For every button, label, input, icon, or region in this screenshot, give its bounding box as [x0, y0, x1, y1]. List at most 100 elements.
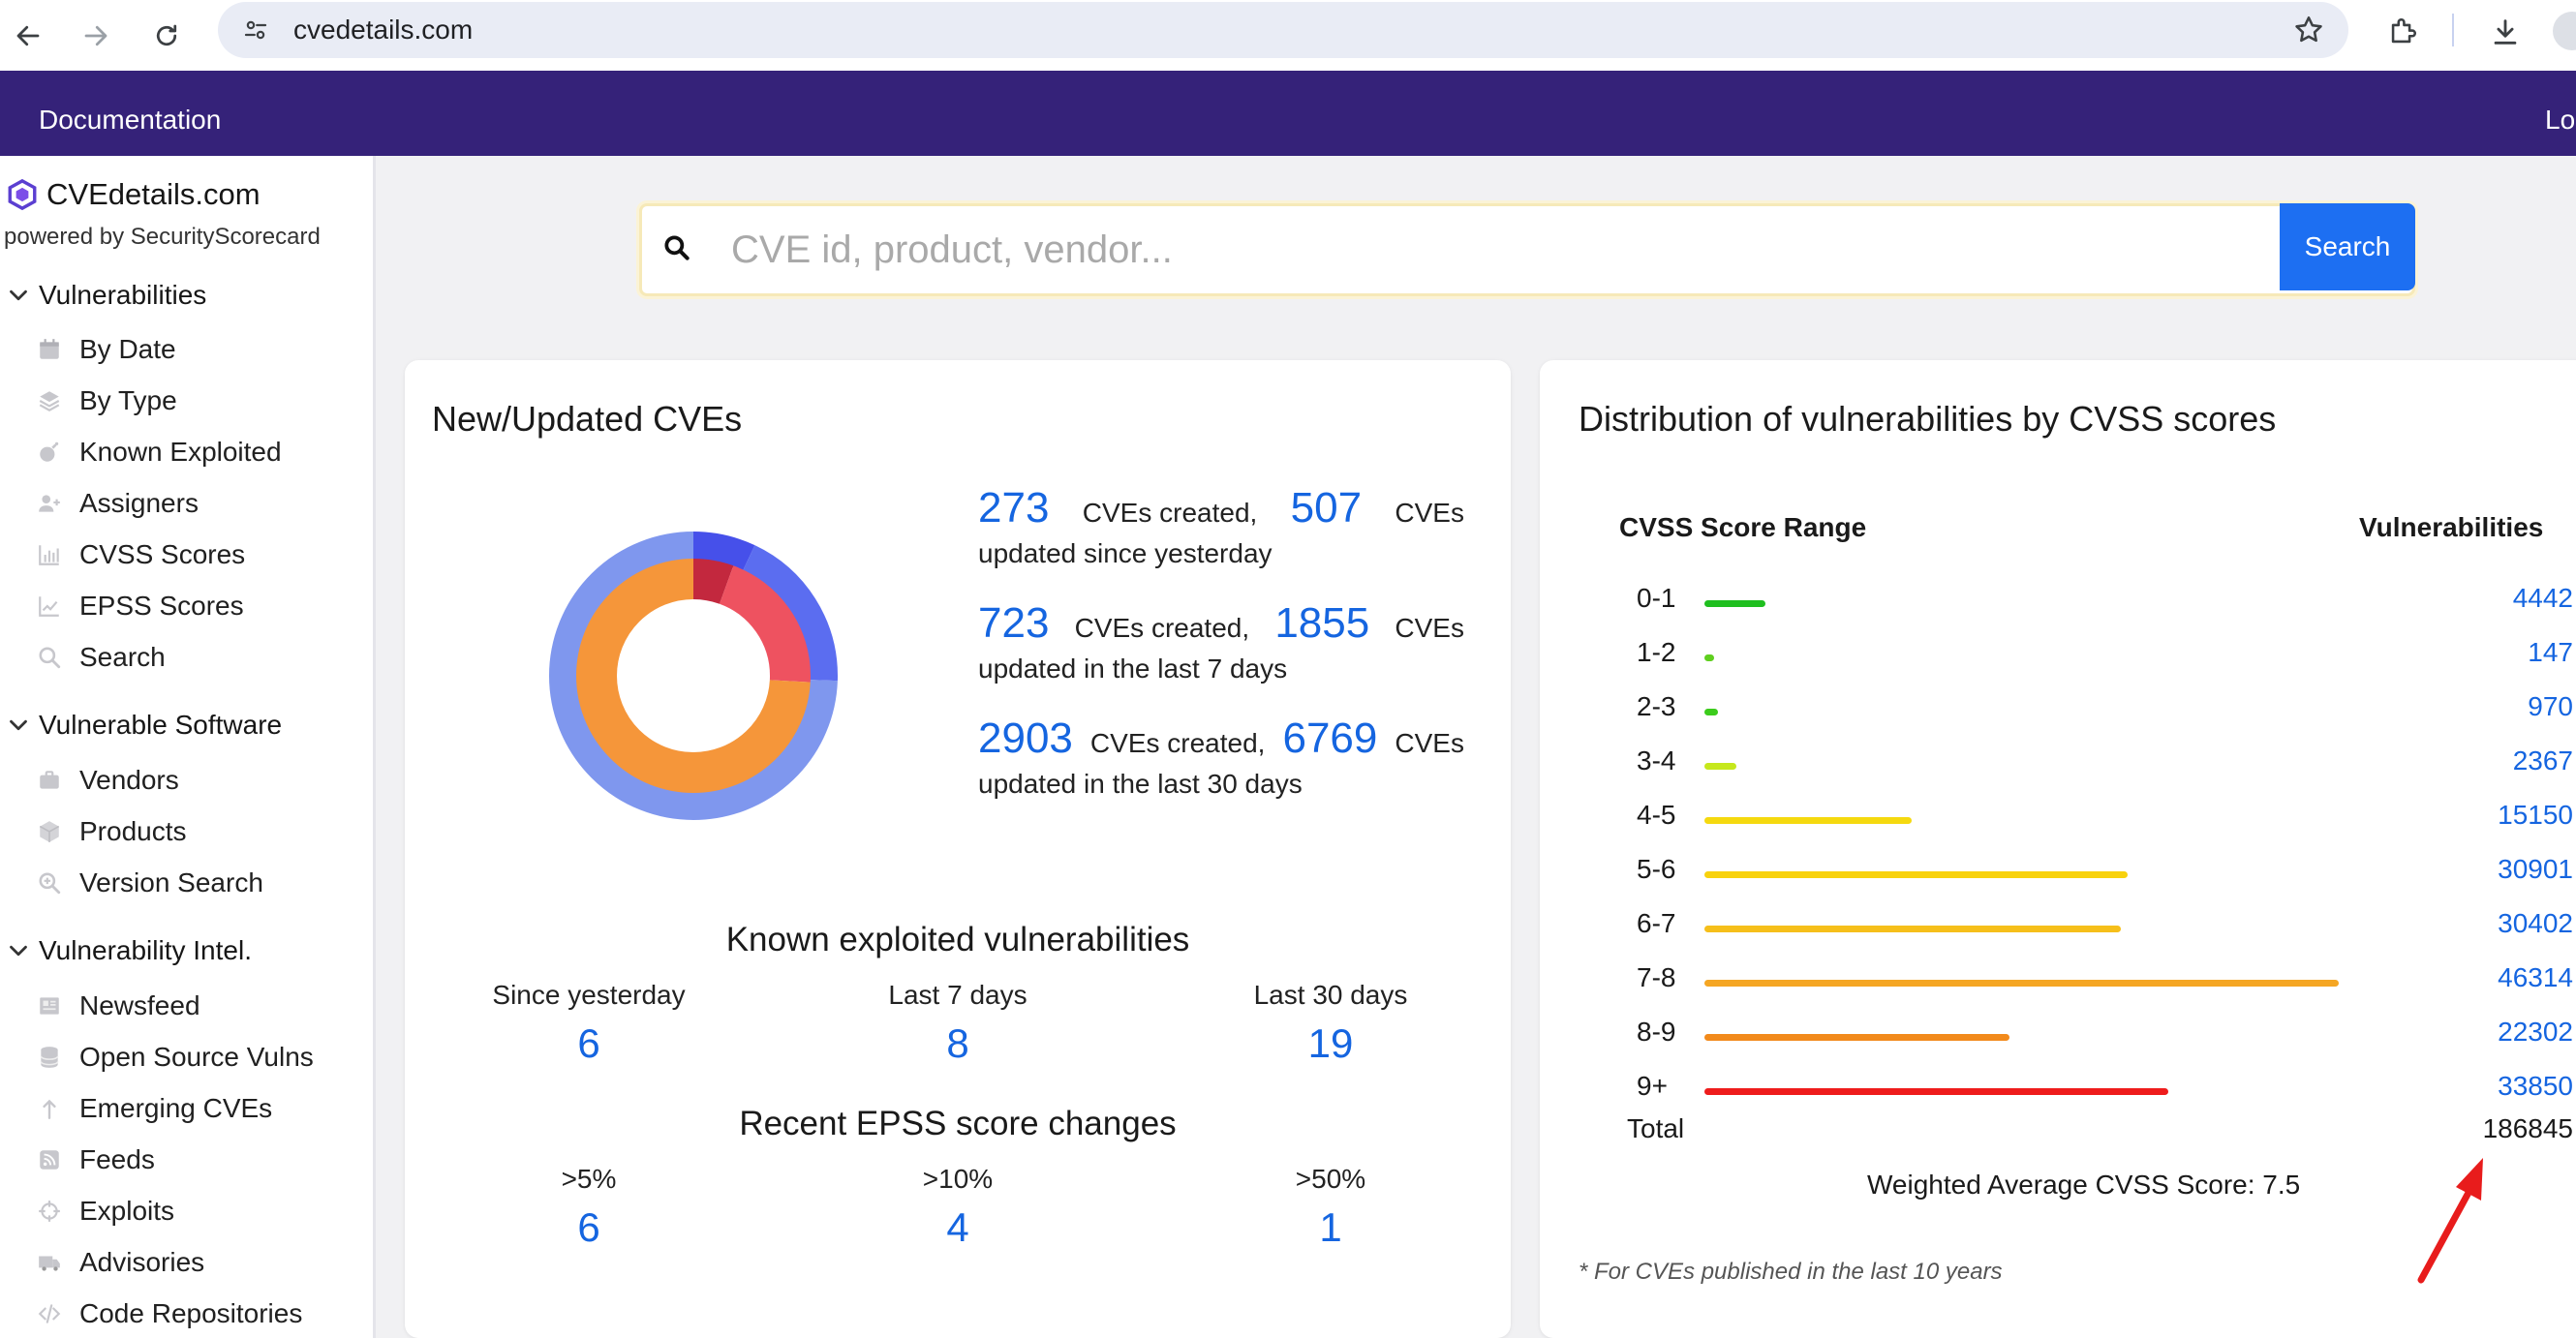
sidebar-item-label: CVSS Scores — [79, 539, 246, 569]
sidebar-item-epss-scores[interactable]: EPSS Scores — [35, 591, 244, 622]
documentation-link[interactable]: Documentation — [39, 105, 222, 135]
sidebar-item-known-exploited[interactable]: Known Exploited — [35, 437, 282, 468]
card-title: New/Updated CVEs — [432, 399, 743, 439]
donut-inner-segment-2[interactable] — [576, 559, 811, 793]
cvss-count-link[interactable]: 970 — [2528, 691, 2573, 721]
cvss-count-link[interactable]: 22302 — [2498, 1017, 2573, 1047]
sidebar-item-feeds[interactable]: Feeds — [35, 1144, 155, 1175]
col-value[interactable]: 6 — [577, 1020, 600, 1066]
reload-button[interactable] — [138, 8, 195, 64]
sidebar-item-label: Search — [79, 642, 166, 672]
sidebar-item-exploits[interactable]: Exploits — [35, 1196, 174, 1227]
newspaper-icon — [40, 997, 59, 1015]
col-header-range: CVSS Score Range — [1619, 512, 1867, 542]
sidebar-item-advisories[interactable]: Advisories — [35, 1247, 204, 1278]
sidebar-item-cvss-scores[interactable]: CVSS Scores — [35, 539, 245, 570]
updated-count[interactable]: 507 — [1290, 484, 1363, 532]
sidebar-item-newsfeed[interactable]: Newsfeed — [35, 990, 200, 1021]
card-title: Distribution of vulnerabilities by CVSS … — [1579, 399, 2277, 439]
donut-outer-segment-1[interactable] — [549, 532, 838, 820]
donut-inner-segment-1[interactable] — [576, 559, 811, 793]
sidebar-item-open-source-vulns[interactable]: Open Source Vulns — [35, 1042, 314, 1073]
search-input[interactable] — [729, 214, 1924, 286]
created-label: CVEs created, — [1082, 498, 1258, 528]
cvss-count-link[interactable]: 2367 — [2512, 745, 2573, 775]
forward-button[interactable] — [68, 8, 124, 64]
col-value[interactable]: 6 — [577, 1204, 600, 1250]
col-header-vulnerabilities: Vulnerabilities — [2359, 512, 2544, 542]
section-vulnerabilities[interactable]: Vulnerabilities — [0, 280, 206, 311]
extensions-button[interactable] — [2378, 8, 2427, 56]
back-button[interactable] — [0, 8, 56, 64]
bar-chart-icon — [39, 545, 59, 565]
search-plus-icon — [39, 872, 61, 895]
url-text[interactable]: cvedetails.com — [293, 15, 474, 45]
cvss-range-label: 4-5 — [1637, 800, 1676, 830]
sidebar-item-label: Exploits — [79, 1196, 175, 1226]
col-label: >10% — [922, 1164, 994, 1194]
cvss-row-1-2: 1-2 147 — [1540, 629, 2576, 684]
login-link[interactable]: Lo — [2545, 105, 2576, 135]
cves-label: CVEs — [1395, 613, 1464, 643]
sidebar-item-vendors[interactable]: Vendors — [35, 765, 179, 796]
period-label: updated since yesterday — [978, 538, 1273, 568]
layers-icon — [39, 391, 60, 411]
sidebar-item-label: EPSS Scores — [79, 591, 244, 621]
cvss-range-label: 2-3 — [1637, 691, 1676, 721]
cvss-count-link[interactable]: 30901 — [2498, 854, 2573, 884]
sidebar-item-search[interactable]: Search — [35, 642, 166, 673]
cvss-count-link[interactable]: 30402 — [2498, 908, 2573, 938]
section-label: Vulnerability Intel. — [39, 935, 252, 965]
cvss-row-7-8: 7-8 46314 — [1540, 955, 2576, 1009]
updated-count[interactable]: 6769 — [1282, 715, 1378, 762]
download-icon — [2494, 19, 2517, 45]
sidebar-item-label: By Date — [79, 334, 176, 364]
sidebar-item-version-search[interactable]: Version Search — [35, 867, 263, 898]
cvss-row-3-4: 3-4 2367 — [1540, 738, 2576, 792]
sidebar-item-products[interactable]: Products — [35, 816, 187, 847]
cvss-range-label: 7-8 — [1637, 962, 1676, 992]
sidebar-item-assigners[interactable]: Assigners — [35, 488, 199, 519]
col-value[interactable]: 1 — [1319, 1204, 1342, 1250]
sidebar-item-code-repositories[interactable]: Code Repositories — [35, 1298, 302, 1329]
cvss-count-link[interactable]: 147 — [2528, 637, 2573, 667]
period-label: updated in the last 30 days — [978, 769, 1303, 799]
new-updated-cves-card: New/Updated CVEs 273 CVEs created, 507 C… — [405, 360, 1511, 1338]
site-info-icon[interactable] — [237, 12, 274, 48]
created-count[interactable]: 2903 — [978, 715, 1073, 762]
cvss-count-link[interactable]: 4442 — [2512, 583, 2573, 613]
search-button[interactable]: Search — [2280, 203, 2415, 290]
created-count[interactable]: 273 — [978, 484, 1050, 532]
col-value[interactable]: 19 — [1307, 1020, 1354, 1066]
calendar-icon — [40, 339, 59, 359]
section-vulnerable-software[interactable]: Vulnerable Software — [0, 710, 282, 741]
user-plus-icon — [39, 495, 60, 512]
cvss-bar — [1704, 1034, 2010, 1041]
bookmark-star-icon[interactable] — [2292, 14, 2325, 46]
sidebar: CVEdetails.com powered by SecurityScorec… — [0, 156, 376, 1338]
cvss-count-link[interactable]: 15150 — [2498, 800, 2573, 830]
donut-outer-segment-2[interactable] — [549, 532, 838, 820]
section-vulnerability-intel[interactable]: Vulnerability Intel. — [0, 935, 252, 966]
line-chart-icon — [39, 596, 59, 617]
sidebar-item-emerging-cves[interactable]: Emerging CVEs — [35, 1093, 272, 1124]
sidebar-item-by-type[interactable]: By Type — [35, 385, 177, 416]
col-label: >50% — [1295, 1164, 1366, 1194]
address-bar[interactable]: cvedetails.com — [218, 2, 2348, 58]
cvss-count-link[interactable]: 46314 — [2498, 962, 2573, 992]
brand[interactable]: CVEdetails.com — [6, 177, 261, 212]
cvss-count-link[interactable]: 33850 — [2498, 1071, 2573, 1101]
updated-count[interactable]: 1855 — [1274, 599, 1370, 647]
col-value[interactable]: 4 — [946, 1204, 969, 1250]
profile-avatar[interactable] — [2553, 12, 2576, 50]
rss-icon — [40, 1150, 59, 1170]
col-value[interactable]: 8 — [946, 1020, 969, 1066]
sidebar-item-by-date[interactable]: By Date — [35, 334, 176, 365]
section-label: Vulnerable Software — [39, 710, 283, 740]
toolbar-divider — [2452, 14, 2454, 46]
created-count[interactable]: 723 — [978, 599, 1050, 647]
annotation-arrow-icon — [2417, 1158, 2483, 1284]
downloads-button[interactable] — [2481, 8, 2530, 56]
cvss-bar — [1704, 709, 1718, 715]
known-exploited-title: Known exploited vulnerabilities — [725, 921, 1190, 958]
